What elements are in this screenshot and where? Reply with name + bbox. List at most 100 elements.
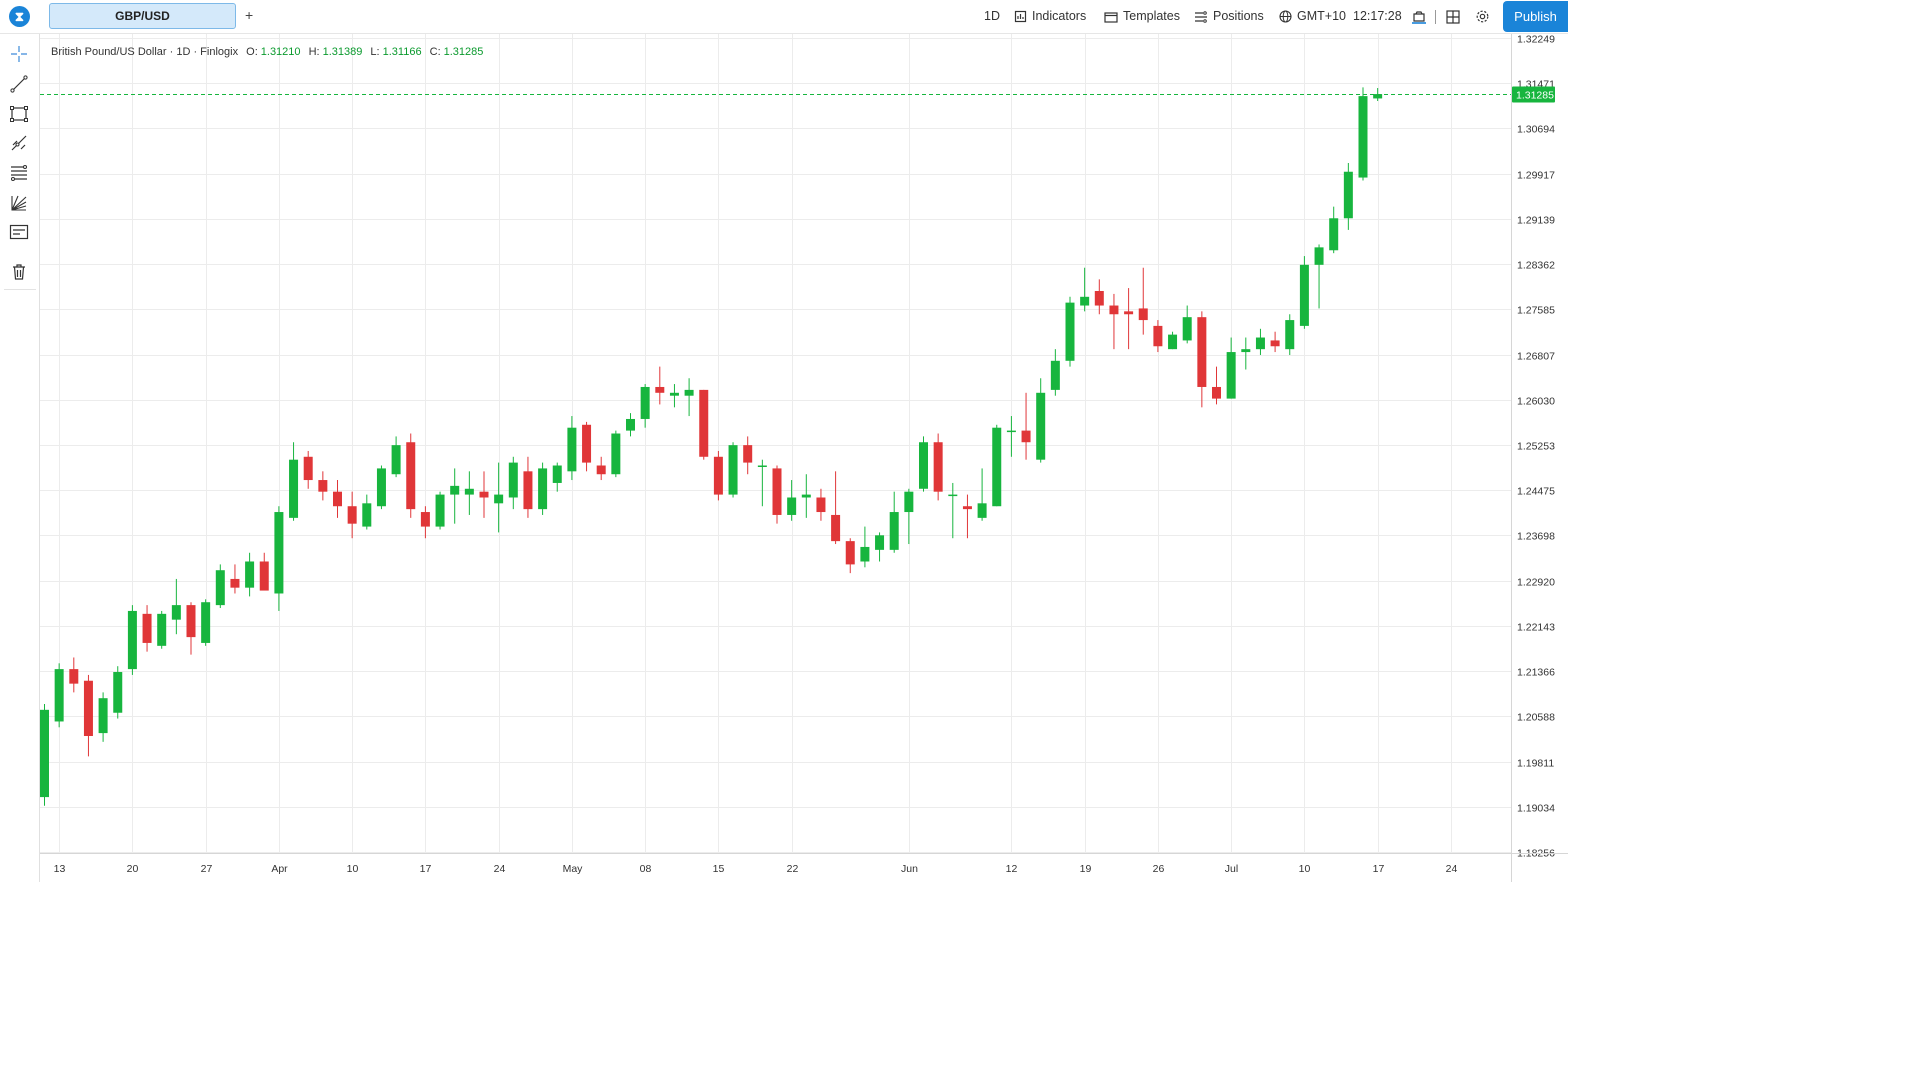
candle-up (757, 465, 767, 468)
candle-down (962, 506, 972, 510)
candle-down (655, 386, 665, 393)
app-logo[interactable]: ⧗ (9, 6, 30, 27)
candle-up (538, 468, 548, 510)
x-axis-tick-label: 08 (640, 863, 652, 875)
candle-down (420, 512, 430, 527)
templates-button[interactable]: Templates (1104, 0, 1180, 33)
candle-down (479, 491, 489, 498)
candle-up (684, 389, 694, 396)
y-axis-tick-label: 1.28362 (1517, 260, 1555, 272)
x-axis-tick-label: 17 (1373, 863, 1385, 875)
crosshair-icon (11, 46, 27, 62)
candle-up (1036, 392, 1046, 460)
candle-up (1285, 320, 1295, 350)
candle-up (464, 488, 474, 495)
y-axis-tick-label: 1.21366 (1517, 667, 1555, 679)
candle-up (948, 494, 958, 497)
candle-up (1358, 96, 1368, 178)
y-axis-tick-label: 1.27585 (1517, 305, 1555, 317)
x-axis-tick-label: 12 (1006, 863, 1018, 875)
gear-icon (1476, 10, 1489, 23)
candle-up (875, 535, 885, 550)
candle-up (552, 465, 562, 483)
candle-up (215, 570, 225, 606)
screenshot-button[interactable] (1411, 0, 1427, 33)
rectangle-tool[interactable] (9, 104, 29, 124)
candle-down (743, 445, 753, 463)
candle-up (98, 698, 108, 734)
candle-up (40, 709, 49, 798)
crosshair-tool[interactable] (9, 44, 29, 64)
x-axis-tick-label: 15 (713, 863, 725, 875)
y-axis-tick-label: 1.25253 (1517, 441, 1555, 453)
candle-up (274, 512, 284, 594)
x-axis-tick-label: 13 (54, 863, 66, 875)
candle-up (1314, 247, 1324, 265)
gann-fan-tool[interactable] (9, 193, 29, 213)
candle-down (1212, 386, 1221, 399)
x-axis-tick-label: May (563, 863, 584, 875)
pitchfork-tool[interactable] (9, 133, 29, 153)
candle-up (508, 462, 518, 498)
y-axis-tick-label: 1.19811 (1517, 758, 1554, 770)
candle-down (142, 613, 152, 643)
x-axis-tick-label: 24 (1446, 863, 1458, 875)
fib-retracement-tool[interactable] (9, 163, 29, 183)
candle-up (801, 494, 811, 498)
candle-up (669, 392, 679, 396)
y-axis-tick-label: 1.32249 (1517, 34, 1555, 46)
publish-button[interactable]: Publish (1503, 1, 1568, 32)
candle-down (816, 497, 826, 513)
toolbar-divider (1435, 0, 1436, 33)
x-axis-tick-label: Jun (901, 863, 918, 875)
grid-layout-icon (1446, 10, 1460, 24)
candle-down (347, 506, 357, 524)
legend-close-value: 1.31285 (443, 46, 484, 58)
candle-up (860, 546, 870, 562)
x-axis-tick-label: 17 (420, 863, 432, 875)
rectangle-icon (10, 106, 28, 122)
x-axis-tick-label: 10 (1299, 863, 1311, 875)
candle-down (596, 465, 606, 475)
candle-down (259, 561, 269, 591)
candle-down (831, 514, 841, 542)
settings-button[interactable] (1475, 0, 1490, 33)
text-note-icon (9, 224, 29, 240)
positions-label: Positions (1213, 9, 1264, 23)
timezone-button[interactable]: GMT+10 (1279, 0, 1346, 33)
layout-button[interactable] (1446, 0, 1460, 33)
trend-line-tool[interactable] (9, 74, 29, 94)
positions-button[interactable]: Positions (1194, 0, 1264, 33)
candle-down (1124, 311, 1134, 315)
text-note-tool[interactable] (9, 222, 29, 242)
candle-up (362, 503, 372, 527)
legend-high-value: 1.31389 (322, 46, 363, 58)
candle-down (230, 578, 240, 588)
candle-down (1153, 325, 1163, 347)
candle-down (582, 424, 592, 463)
candle-up (904, 491, 914, 513)
candle-up (1226, 352, 1236, 399)
candle-up (201, 602, 211, 643)
candle-up (289, 459, 299, 518)
trend-line-icon (10, 75, 28, 93)
symbol-tab[interactable]: GBP/USD (49, 3, 236, 29)
add-tab-button[interactable]: + (245, 7, 254, 23)
y-axis-tick-label: 1.20588 (1517, 712, 1555, 724)
y-axis-tick-label: 1.22920 (1517, 577, 1555, 589)
interval-button[interactable]: 1D (984, 9, 1000, 23)
candle-down (699, 389, 709, 457)
y-axis-tick-label: 1.26030 (1517, 396, 1555, 408)
indicators-button[interactable]: Indicators (1014, 0, 1086, 33)
remove-drawings-tool[interactable] (9, 262, 29, 282)
candle-up (567, 427, 577, 472)
candle-up (376, 468, 386, 507)
legend-low-value: 1.31166 (382, 46, 422, 58)
x-axis-tick-label: Jul (1225, 863, 1238, 875)
x-axis-tick-label: 19 (1080, 863, 1092, 875)
y-axis-tick-label: 1.23698 (1517, 531, 1555, 543)
price-chart[interactable]: 1.322491.314711.306941.299171.291391.283… (40, 34, 1568, 882)
legend-open-label: O: (246, 46, 258, 58)
gann-fan-icon (11, 195, 27, 211)
candle-up (1373, 94, 1383, 99)
